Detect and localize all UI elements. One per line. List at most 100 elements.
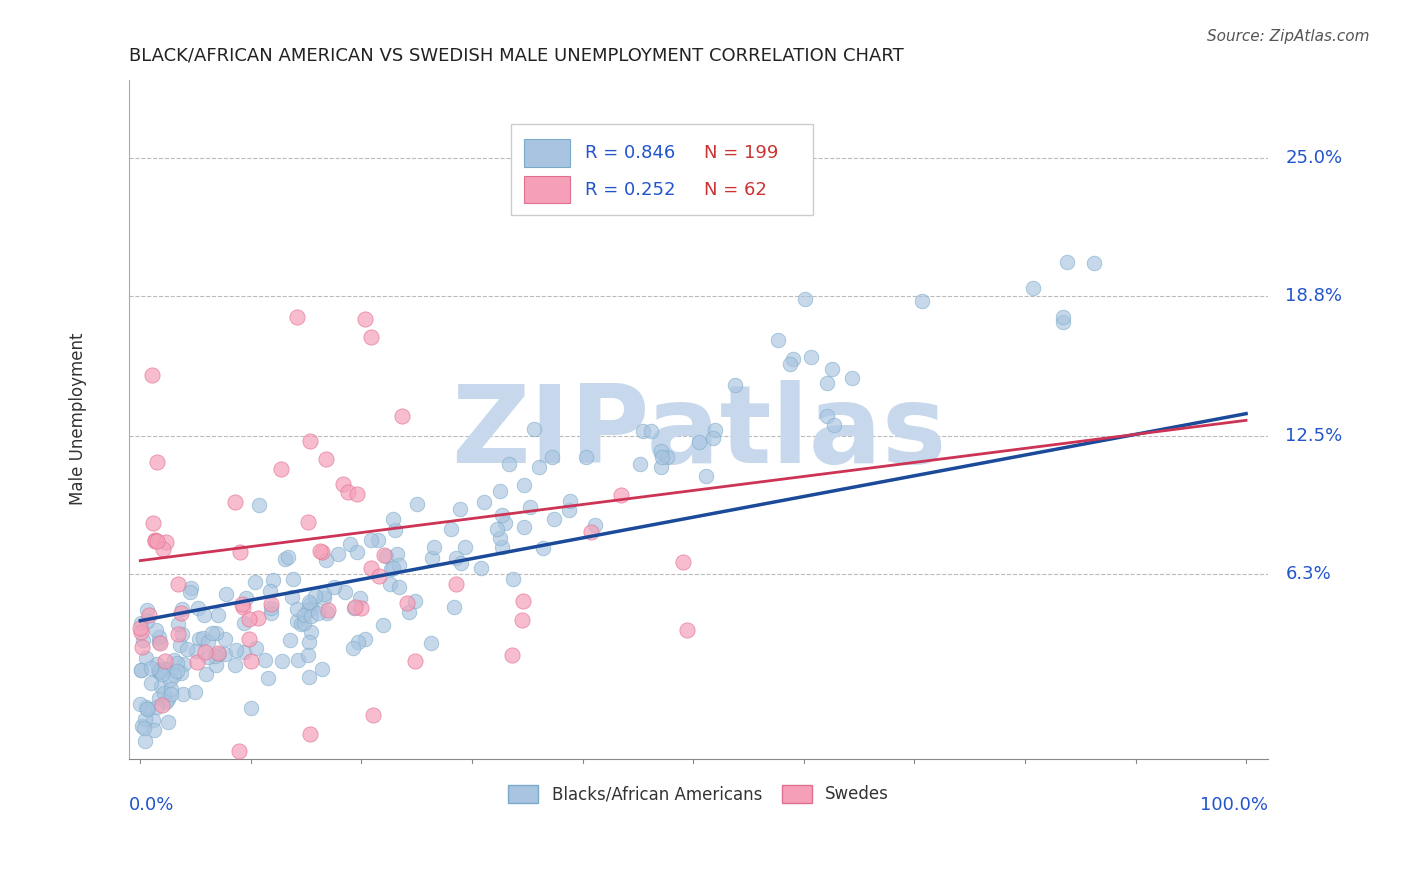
Point	[240, 700, 263, 714]
Point	[344, 599, 367, 614]
Point	[238, 612, 260, 626]
Point	[631, 424, 654, 438]
Point	[363, 708, 385, 723]
Point	[704, 424, 727, 438]
Text: ZIPatlas: ZIPatlas	[451, 380, 946, 486]
Point	[193, 607, 215, 622]
Point	[519, 500, 541, 514]
Point	[148, 634, 170, 648]
Point	[640, 424, 662, 438]
Point	[146, 700, 169, 714]
Point	[131, 640, 153, 655]
Text: 6.3%: 6.3%	[1285, 565, 1331, 583]
Point	[148, 690, 170, 705]
Point	[450, 556, 472, 570]
Point	[373, 548, 395, 562]
Point	[367, 533, 389, 548]
Point	[489, 531, 512, 545]
Point	[823, 418, 845, 433]
Point	[498, 457, 520, 471]
Point	[575, 450, 598, 465]
Point	[702, 431, 724, 445]
Point	[232, 599, 254, 614]
Point	[287, 602, 309, 616]
Point	[139, 661, 162, 675]
Point	[246, 611, 269, 625]
Text: Male Unemployment: Male Unemployment	[69, 333, 87, 506]
Point	[299, 434, 322, 448]
Point	[1052, 315, 1074, 329]
Point	[179, 584, 201, 599]
Point	[169, 666, 191, 681]
Point	[143, 534, 166, 549]
Point	[312, 591, 335, 605]
Point	[332, 476, 354, 491]
Point	[135, 603, 157, 617]
Point	[149, 664, 172, 678]
Point	[350, 601, 373, 615]
Point	[651, 450, 673, 465]
Point	[247, 498, 270, 512]
Text: 100.0%: 100.0%	[1201, 797, 1268, 814]
Point	[354, 312, 377, 326]
Point	[841, 371, 863, 385]
Point	[420, 551, 443, 566]
Point	[224, 495, 246, 509]
Point	[470, 561, 492, 575]
Point	[531, 541, 554, 556]
Point	[153, 654, 176, 668]
Point	[138, 702, 160, 716]
Point	[579, 525, 602, 540]
Point	[166, 616, 188, 631]
Point	[170, 601, 193, 615]
Point	[173, 657, 195, 671]
Point	[523, 422, 546, 436]
Point	[650, 459, 672, 474]
Point	[299, 608, 322, 623]
Point	[650, 443, 672, 458]
Point	[170, 606, 193, 620]
Point	[163, 668, 186, 682]
Point	[132, 722, 155, 736]
Point	[187, 601, 209, 615]
Point	[143, 723, 166, 737]
Point	[766, 334, 789, 348]
Point	[1056, 255, 1078, 269]
Point	[148, 665, 170, 679]
Point	[229, 545, 252, 559]
Point	[676, 623, 699, 637]
Point	[159, 687, 181, 701]
Point	[260, 600, 283, 615]
Point	[287, 653, 309, 667]
Point	[208, 647, 231, 661]
Point	[353, 632, 375, 646]
Point	[695, 469, 717, 483]
Point	[311, 545, 333, 559]
Point	[145, 624, 167, 638]
Point	[150, 698, 173, 712]
Point	[283, 572, 305, 586]
Point	[343, 600, 366, 615]
Point	[391, 409, 413, 424]
Point	[378, 577, 401, 591]
Point	[142, 516, 165, 530]
Point	[176, 642, 198, 657]
Point	[160, 681, 183, 696]
Point	[232, 645, 254, 659]
Point	[135, 651, 157, 665]
Point	[420, 636, 443, 650]
Point	[131, 718, 153, 732]
Point	[153, 662, 176, 676]
Point	[197, 635, 219, 649]
Point	[141, 368, 163, 382]
Point	[404, 594, 426, 608]
Point	[326, 547, 349, 561]
Point	[148, 663, 170, 677]
Point	[380, 562, 402, 576]
Point	[292, 607, 315, 622]
Point	[360, 561, 382, 575]
Point	[628, 458, 651, 472]
Point	[156, 692, 179, 706]
Point	[146, 657, 169, 672]
Point	[186, 655, 208, 669]
